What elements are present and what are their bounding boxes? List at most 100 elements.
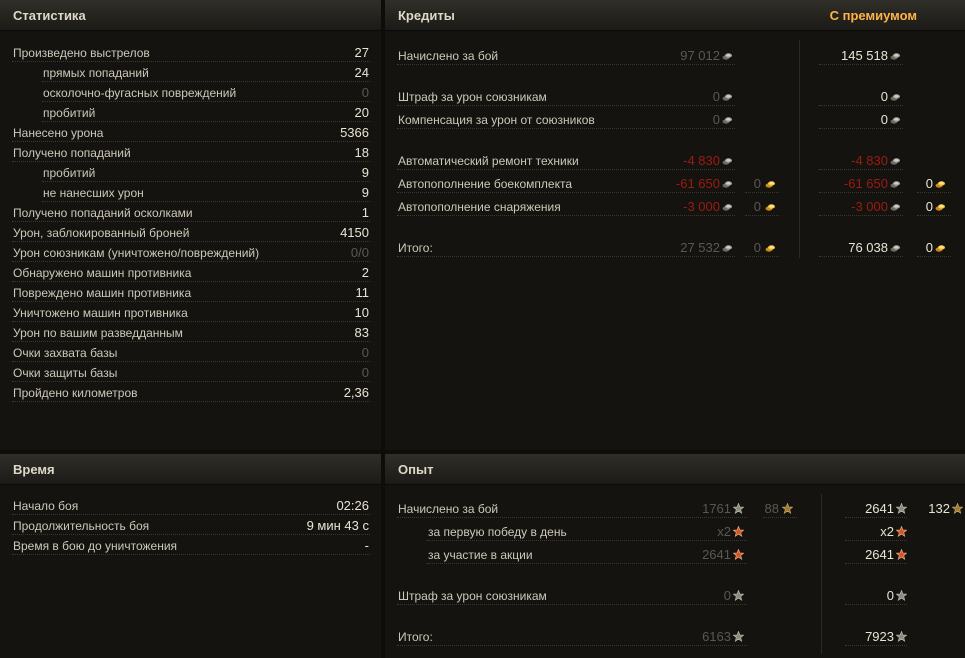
time-title: Время xyxy=(13,462,55,477)
experience-premium-value: 7923 xyxy=(865,629,894,644)
stat-value: 20 xyxy=(354,105,369,120)
stat-row: Очки защиты базы 0 xyxy=(0,365,381,385)
row-underline xyxy=(397,105,735,106)
credits-standard-gold: 0 xyxy=(753,176,761,191)
row-underline xyxy=(12,361,370,362)
credits-standard-value: 0 xyxy=(712,89,720,104)
row-underline xyxy=(12,161,370,162)
free-xp-star-icon xyxy=(952,503,963,514)
credits-column-divider xyxy=(799,40,800,258)
row-underline xyxy=(397,128,735,129)
time-value: 9 мин 43 с xyxy=(306,518,369,533)
time-label: Продолжительность боя xyxy=(13,519,150,533)
stat-value: 11 xyxy=(355,285,370,300)
experience-column-divider xyxy=(821,494,822,654)
credits-standard-value: -4 830 xyxy=(683,153,720,168)
star-icon xyxy=(896,631,907,642)
experience-label: Начислено за бой xyxy=(398,502,499,516)
row-underline xyxy=(397,256,735,257)
statistics-header: Статистика xyxy=(0,0,381,31)
bonus-star-icon xyxy=(896,549,907,560)
stat-value: 0/0 xyxy=(350,245,369,260)
row-underline xyxy=(42,101,370,102)
row-underline xyxy=(819,128,903,129)
silver-coin-icon xyxy=(890,204,900,211)
row-underline xyxy=(397,215,735,216)
gold-coin-icon xyxy=(935,204,945,211)
silver-coin-icon xyxy=(722,94,732,101)
time-header: Время xyxy=(0,454,381,485)
stat-value: 0 xyxy=(361,85,369,100)
star-icon xyxy=(733,631,744,642)
credits-premium-value: 0 xyxy=(880,112,888,127)
experience-row: Итого: 6163 7923 xyxy=(385,629,965,649)
silver-coin-icon xyxy=(722,204,732,211)
row-underline xyxy=(12,241,370,242)
stat-label: Пройдено километров xyxy=(13,386,138,400)
silver-coin-icon xyxy=(890,181,900,188)
stat-label: Уничтожено машин противника xyxy=(13,306,188,320)
credits-panel: Кредиты С премиумом Начислено за бой 97 0… xyxy=(385,0,965,450)
stat-row: Пройдено километров 2,36 xyxy=(0,385,381,405)
experience-label: за участие в акции xyxy=(428,548,533,562)
row-underline xyxy=(12,514,370,515)
stat-row: Урон по вашим разведданным 83 xyxy=(0,325,381,345)
experience-header: Опыт xyxy=(385,454,965,485)
silver-coin-icon xyxy=(890,158,900,165)
credits-title: Кредиты xyxy=(398,8,455,23)
stat-row: Повреждено машин противника 11 xyxy=(0,285,381,305)
stat-row: Получено попаданий осколками 1 xyxy=(0,205,381,225)
stat-label: Произведено выстрелов xyxy=(13,46,150,60)
experience-standard-value: 1761 xyxy=(702,501,731,516)
stat-value: 2 xyxy=(361,265,369,280)
stat-value: 0 xyxy=(361,365,369,380)
experience-premium-value: x2 xyxy=(880,524,894,539)
experience-label: за первую победу в день xyxy=(428,525,567,539)
time-label: Начало боя xyxy=(13,499,79,513)
row-underline xyxy=(12,534,370,535)
credits-header: Кредиты С премиумом xyxy=(385,0,965,31)
experience-row: за первую победу в день x2 x2 xyxy=(385,524,965,544)
row-underline xyxy=(819,105,903,106)
stat-row: пробитий 9 xyxy=(0,165,381,185)
stat-row: Получено попаданий 18 xyxy=(0,145,381,165)
bonus-star-icon xyxy=(896,526,907,537)
row-underline xyxy=(12,381,370,382)
credits-label: Штраф за урон союзникам xyxy=(398,90,547,104)
stat-row: Обнаружено машин противника 2 xyxy=(0,265,381,285)
stat-row: Уничтожено машин противника 10 xyxy=(0,305,381,325)
credits-standard-gold: 0 xyxy=(753,240,761,255)
row-underline xyxy=(819,64,903,65)
silver-coin-icon xyxy=(722,158,732,165)
credits-label: Итого: xyxy=(398,241,433,255)
gold-coin-icon xyxy=(935,245,945,252)
row-underline xyxy=(917,215,951,216)
row-underline xyxy=(42,81,370,82)
row-underline xyxy=(745,215,779,216)
experience-row: за участие в акции 2641 2641 xyxy=(385,547,965,567)
time-row: Продолжительность боя 9 мин 43 с xyxy=(0,518,381,538)
silver-coin-icon xyxy=(722,245,732,252)
bonus-star-icon xyxy=(733,526,744,537)
time-value: 02:26 xyxy=(336,498,369,513)
experience-row: Начислено за бой 1761 88 2641 132 xyxy=(385,501,965,521)
credits-standard-value: 97 012 xyxy=(680,48,720,63)
experience-standard-value: 0 xyxy=(723,588,731,603)
credits-standard-value: -3 000 xyxy=(683,199,720,214)
row-underline xyxy=(397,604,747,605)
stat-label: осколочно-фугасных повреждений xyxy=(43,86,237,100)
row-underline xyxy=(845,540,907,541)
stat-value: 5366 xyxy=(340,125,369,140)
experience-label: Итого: xyxy=(398,630,433,644)
silver-coin-icon xyxy=(890,117,900,124)
stat-row: Урон, заблокированный броней 4150 xyxy=(0,225,381,245)
credits-premium-value: 0 xyxy=(880,89,888,104)
credits-row: Автопополнение боекомплекта -61 650 0 -61 6… xyxy=(385,176,965,196)
row-underline xyxy=(12,141,370,142)
row-underline xyxy=(845,517,907,518)
credits-premium-value: 76 038 xyxy=(848,240,888,255)
experience-panel: Опыт Начислено за бой 1761 88 2641 132 за пер… xyxy=(385,454,965,658)
stat-row: пробитий 20 xyxy=(0,105,381,125)
stat-value: 2,36 xyxy=(343,385,369,400)
time-panel: Время Начало боя 02:26 Продолжительность б… xyxy=(0,454,381,658)
